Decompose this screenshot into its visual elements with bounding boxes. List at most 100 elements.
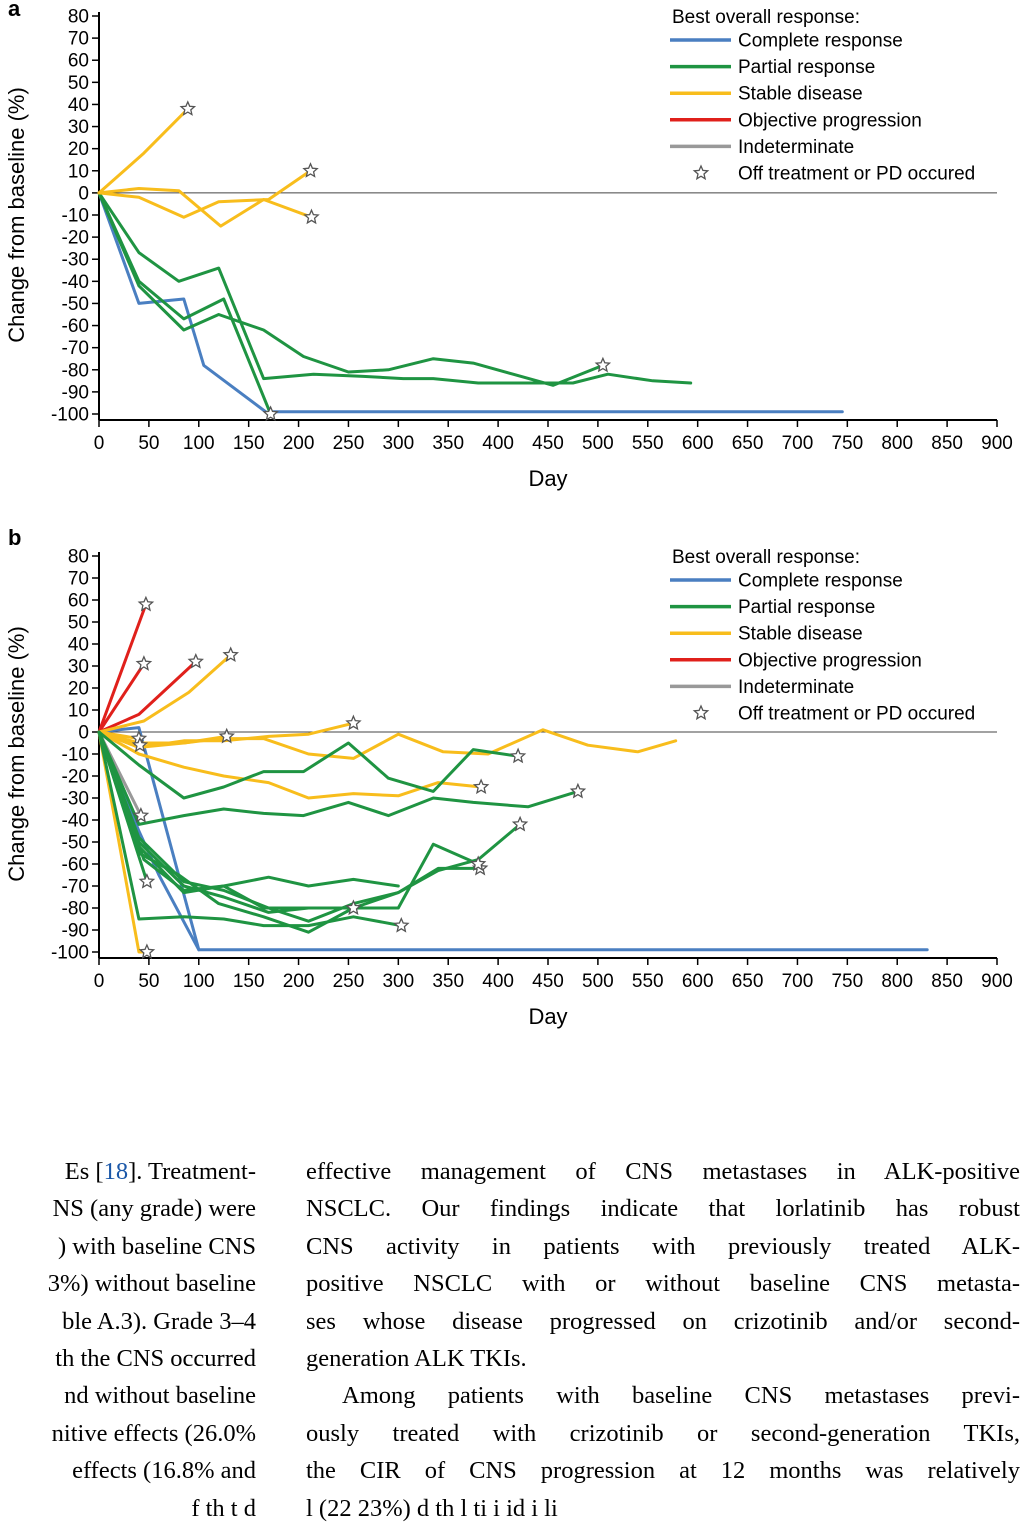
y-tick-label: -20 [62, 228, 89, 249]
x-axis-title: Day [528, 1004, 567, 1029]
text-line-right: l (22 23%) d th l ti i id i li [306, 1494, 558, 1522]
y-axis-title: Change from baseline (%) [4, 87, 29, 343]
legend-entry: Off treatment or PD occured [738, 704, 975, 725]
series-line-5 [97, 660, 198, 734]
legend-entry: Objective progression [738, 110, 922, 131]
off-treatment-star-7 [303, 208, 320, 225]
x-tick-label: 350 [432, 971, 464, 992]
off-treatment-star-14 [138, 943, 156, 960]
citation-link[interactable]: 18 [103, 1158, 129, 1185]
x-tick-label: 800 [881, 433, 913, 454]
series-line-16 [97, 730, 580, 826]
y-tick-label: 40 [68, 635, 89, 656]
off-treatment-star-21 [345, 899, 362, 916]
off-treatment-star-6 [302, 162, 319, 178]
y-tick-label: -70 [62, 338, 89, 359]
legend-title: Best overall response: [672, 7, 860, 28]
off-treatment-star-7 [222, 646, 239, 663]
y-tick-label: -100 [51, 943, 89, 964]
x-tick-label: 600 [682, 433, 714, 454]
off-treatment-star-16 [569, 782, 587, 799]
off-treatment-star-20 [511, 815, 529, 832]
y-tick-label: 50 [68, 613, 89, 634]
off-treatment-star-17 [138, 872, 156, 889]
y-tick-label: 20 [68, 679, 89, 700]
off-treatment-star-5 [179, 100, 197, 116]
y-tick-label: -60 [62, 855, 89, 876]
x-tick-label: 250 [333, 433, 365, 454]
y-axis-title: Change from baseline (%) [4, 626, 29, 882]
y-tick-label: -50 [62, 833, 89, 854]
legend-entry: Complete response [738, 31, 903, 52]
y-tick-label: 10 [68, 161, 89, 182]
x-tick-label: 200 [283, 433, 315, 454]
panel-b: b80706050403020100-10-20-30-40-50-60-70-… [4, 525, 1013, 1029]
x-tick-label: 650 [732, 433, 764, 454]
text-line-right: CNS activity in patients with previously… [306, 1232, 1020, 1260]
x-tick-label: 450 [532, 433, 564, 454]
legend-title: Best overall response: [672, 547, 860, 568]
text-line-left: Es [18]. Treatment- [64, 1158, 256, 1185]
x-tick-label: 150 [233, 971, 265, 992]
x-tick-label: 300 [382, 433, 414, 454]
off-treatment-star-4 [594, 356, 612, 373]
off-treatment-star-4 [135, 655, 153, 671]
off-treatment-star-13 [472, 778, 490, 795]
y-tick-label: 60 [68, 51, 89, 72]
series-line-13 [97, 730, 483, 800]
text-line-left: f th t d [191, 1494, 256, 1522]
series-line-5 [97, 107, 190, 195]
panel-a: a 80706050403020100-10-20-30-40-50-60-70-… [4, 0, 1013, 491]
text-column-right: effective management of CNS metastases i… [306, 1153, 1020, 1527]
y-tick-label: 60 [68, 591, 89, 612]
legend-entry: Indeterminate [738, 677, 854, 698]
legend-star-icon [692, 164, 710, 181]
y-tick-label: 0 [78, 723, 89, 744]
series-line-7 [97, 653, 233, 734]
series-line-15 [97, 730, 520, 800]
text-line-right: NSCLC. Our findings indicate that lorlat… [306, 1195, 1020, 1223]
series-line-23 [97, 730, 403, 928]
series-line-2 [97, 191, 693, 385]
series-line-7 [97, 187, 313, 228]
y-tick-label: -20 [62, 767, 89, 788]
x-tick-label: 600 [682, 971, 714, 992]
legend-entry: Objective progression [738, 650, 922, 671]
panel-label: b [8, 525, 21, 550]
x-tick-label: 550 [632, 433, 664, 454]
text-line-right: effective management of CNS metastases i… [306, 1158, 1020, 1185]
y-tick-label: 0 [78, 183, 89, 204]
x-tick-label: 500 [582, 433, 614, 454]
text-line-left: ) with baseline CNS [57, 1232, 256, 1260]
y-tick-label: 50 [68, 73, 89, 94]
legend-entry: Stable disease [738, 624, 863, 645]
off-treatment-star-9 [131, 736, 149, 753]
legend-entry: Partial response [738, 597, 875, 618]
y-tick-label: -40 [62, 272, 89, 293]
series-line-12 [97, 728, 678, 760]
x-tick-label: 250 [333, 971, 365, 992]
text-line-left: 3%) without baseline [47, 1270, 256, 1298]
x-axis-title: Day [528, 466, 567, 491]
legend-entry: Stable disease [738, 84, 863, 105]
off-treatment-star-3 [137, 595, 155, 612]
y-tick-label: -60 [62, 316, 89, 337]
y-tick-label: 70 [68, 29, 89, 50]
x-tick-label: 750 [831, 433, 863, 454]
text-line-left: NS (any grade) were [52, 1195, 256, 1223]
y-tick-label: -40 [62, 811, 89, 832]
x-tick-label: 700 [782, 433, 814, 454]
legend: Best overall response: Complete response P… [670, 547, 975, 725]
legend: Best overall response: Complete response P… [670, 7, 975, 185]
series-line-18 [97, 730, 400, 892]
x-tick-label: 50 [138, 433, 159, 454]
legend-entry: Indeterminate [738, 137, 854, 158]
x-tick-label: 800 [881, 971, 913, 992]
x-tick-label: 0 [94, 433, 105, 454]
legend-entry: Complete response [738, 571, 903, 592]
series-line-4 [97, 191, 605, 387]
legend-entry: Partial response [738, 57, 875, 78]
x-tick-label: 700 [782, 971, 814, 992]
y-tick-label: 80 [68, 547, 89, 568]
y-tick-label: -30 [62, 250, 89, 271]
